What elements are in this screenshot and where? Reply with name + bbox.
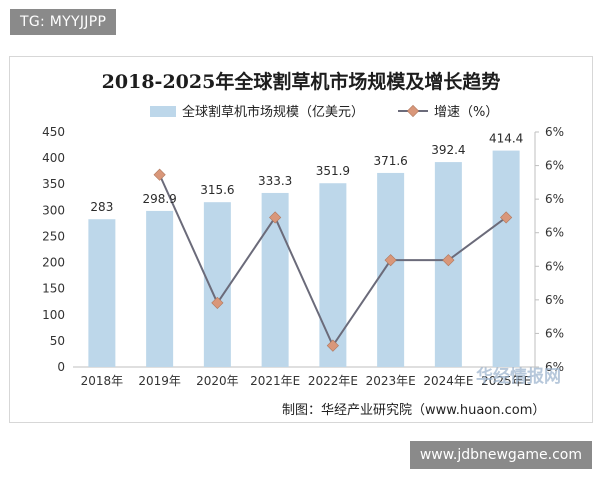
bar	[492, 150, 520, 367]
site-tag: www.jdbnewgame.com	[409, 441, 592, 469]
y-right-tick-label: 6%	[545, 192, 564, 206]
x-tick-label: 2020年	[196, 374, 239, 388]
legend-bar-swatch	[150, 106, 176, 117]
bars	[88, 150, 520, 367]
bar-value-label: 283	[90, 200, 113, 214]
growth-point	[384, 254, 397, 267]
y-left-tick-label: 50	[50, 334, 65, 348]
bar-value-label: 371.6	[373, 154, 407, 168]
source-note: 制图：华经产业研究院（www.huaon.com）	[282, 403, 545, 418]
y-right-tick-label: 6%	[545, 326, 564, 340]
y-left-tick-label: 0	[57, 360, 65, 374]
y-right-tick-label: 6%	[545, 226, 564, 240]
chart: 2018-2025年全球割草机市场规模及增长趋势 全球割草机市场规模（亿美元） …	[42, 70, 564, 418]
x-tick-label: 2025年E	[481, 374, 531, 388]
x-tick-label: 2021年E	[250, 374, 300, 388]
watermark: 华经情报网	[476, 366, 561, 387]
data-labels: 283 298.9 315.6 333.3 351.9 371.6 392.4 414.4	[90, 132, 523, 215]
legend: 全球割草机市场规模（亿美元） 增速（%）	[150, 104, 498, 120]
bar	[203, 202, 231, 367]
y-left-tick-label: 450	[42, 125, 65, 139]
bar-value-label: 414.4	[489, 132, 523, 146]
bar-value-label: 315.6	[200, 183, 234, 197]
chart-title: 2018-2025年全球割草机市场规模及增长趋势	[102, 70, 501, 93]
growth-point	[326, 339, 339, 352]
x-tick-label: 2024年E	[423, 374, 473, 388]
y-right-tick-label: 6%	[545, 159, 564, 173]
bar	[377, 172, 405, 367]
y-left-tick-label: 250	[42, 229, 65, 243]
bar	[146, 210, 174, 367]
y-right-tick-label: 6%	[545, 293, 564, 307]
y-right-tick-label: 6%	[545, 259, 564, 273]
bar	[88, 219, 116, 367]
y-right-tick-label: 6%	[545, 125, 564, 139]
bar-value-label: 351.9	[316, 164, 350, 178]
bar	[319, 183, 347, 367]
x-tick-label: 2018年	[81, 374, 124, 388]
y-left-tick-label: 200	[42, 256, 65, 270]
growth-point	[153, 168, 166, 181]
tg-tag: TG: MYYJJPP	[10, 9, 117, 35]
y-left-tick-label: 400	[42, 151, 65, 165]
legend-line-label: 增速（%）	[434, 105, 498, 120]
chart-frame: 2018-2025年全球割草机市场规模及增长趋势 全球割草机市场规模（亿美元） …	[9, 56, 593, 423]
y-left-tick-label: 350	[42, 177, 65, 191]
growth-point	[500, 211, 513, 224]
x-tick-label: 2019年	[138, 374, 181, 388]
axes: 0 50 100 150 200 250 300 350 400 450 6% 6% 6% 6% 6% 6% 6…	[42, 125, 564, 388]
bar-value-label: 333.3	[258, 174, 292, 188]
y-left-tick-label: 300	[42, 203, 65, 217]
bar-value-label: 392.4	[431, 143, 465, 157]
growth-point	[211, 296, 224, 309]
legend-line-marker	[406, 104, 420, 118]
growth-line	[153, 168, 513, 352]
y-right-tick-label: 6%	[545, 360, 564, 374]
x-tick-label: 2023年E	[366, 374, 416, 388]
legend-bar-label: 全球割草机市场规模（亿美元）	[182, 104, 364, 120]
y-left-tick-label: 150	[42, 282, 65, 296]
growth-point	[269, 211, 282, 224]
y-left-tick-label: 100	[42, 308, 65, 322]
x-tick-label: 2022年E	[308, 374, 358, 388]
growth-point	[442, 254, 455, 267]
bar-value-label: 298.9	[142, 192, 176, 206]
